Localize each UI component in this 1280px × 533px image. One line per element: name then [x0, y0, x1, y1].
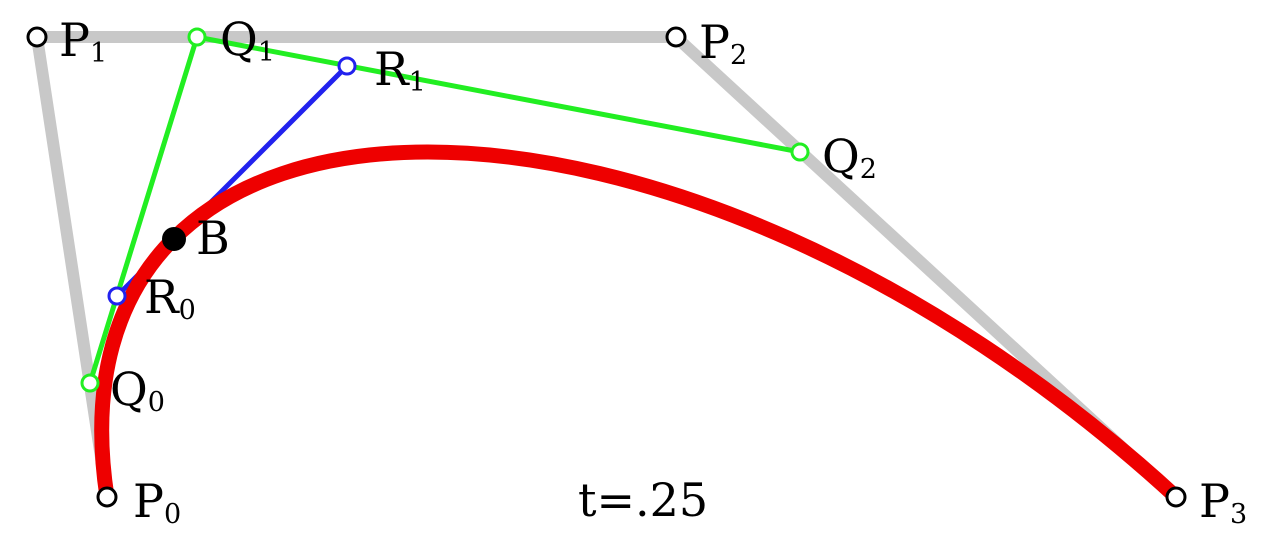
control-point-p1 [26, 26, 48, 48]
control-point-p0 [96, 486, 118, 508]
label-p0: P0 [133, 474, 181, 530]
parameter-label: t=.25 [578, 473, 708, 527]
label-r0: R0 [144, 270, 196, 326]
point-q2 [790, 142, 810, 162]
control-polygon [30, 31, 1181, 502]
label-p1: P1 [59, 13, 107, 69]
label-r1: R1 [374, 42, 426, 98]
bezier-curve [94, 144, 1184, 505]
label-q0: Q0 [110, 362, 165, 418]
point-q0 [80, 373, 100, 393]
label-p2: P2 [699, 15, 747, 71]
control-point-p2 [665, 26, 687, 48]
label-q1: Q1 [220, 12, 275, 68]
point-b [162, 227, 186, 251]
label-b: B [196, 211, 230, 265]
point-r1 [337, 56, 357, 76]
label-p3: P3 [1199, 474, 1247, 530]
label-q2: Q2 [822, 129, 877, 185]
point-q1 [187, 27, 207, 47]
control-point-p3 [1165, 486, 1187, 508]
point-r0 [107, 286, 127, 306]
